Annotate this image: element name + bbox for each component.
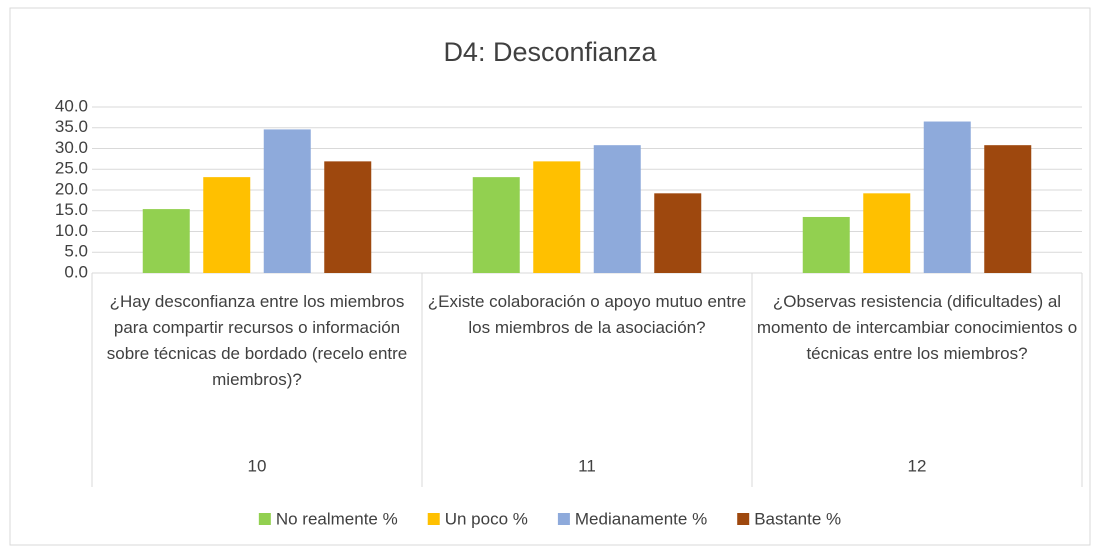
bar [203,177,251,273]
x-group-label: 10 [248,456,267,475]
y-tick-label: 30.0 [55,138,88,157]
y-tick-label: 40.0 [55,96,88,115]
bar [984,145,1032,273]
bar [472,177,520,273]
x-group-label: 12 [908,456,927,475]
y-tick-label: 0.0 [64,262,88,281]
bar [142,209,190,273]
bar [654,193,702,273]
bar [863,193,911,273]
legend-label: Bastante % [754,509,841,528]
y-tick-label: 35.0 [55,117,88,136]
bar [324,161,372,273]
legend-label: No realmente % [276,509,398,528]
legend-swatch [258,513,271,525]
x-tick-label: ¿Hay desconfianza entre los miembros par… [106,292,408,389]
y-tick-label: 5.0 [64,242,88,261]
chart-title: D4: Desconfianza [443,37,657,67]
legend-swatch [737,513,750,525]
legend-label: Un poco % [445,509,528,528]
y-tick-label: 20.0 [55,179,88,198]
y-tick-label: 15.0 [55,200,88,219]
legend-swatch [557,513,570,525]
x-group-label: 11 [578,456,596,475]
x-tick-label: ¿Observas resistencia (dificultades) al … [756,292,1078,363]
y-tick-label: 10.0 [55,221,88,240]
chart-border [9,7,1091,546]
x-tick-label: ¿Existe colaboración o apoyo mutuo entre… [427,292,747,337]
bar [533,161,581,273]
legend-label: Medianamente % [575,509,707,528]
y-tick-label: 25.0 [55,159,88,178]
bar [263,129,311,273]
bar [802,216,850,273]
legend-swatch [427,513,440,525]
bar [593,145,641,273]
bar [923,121,971,274]
